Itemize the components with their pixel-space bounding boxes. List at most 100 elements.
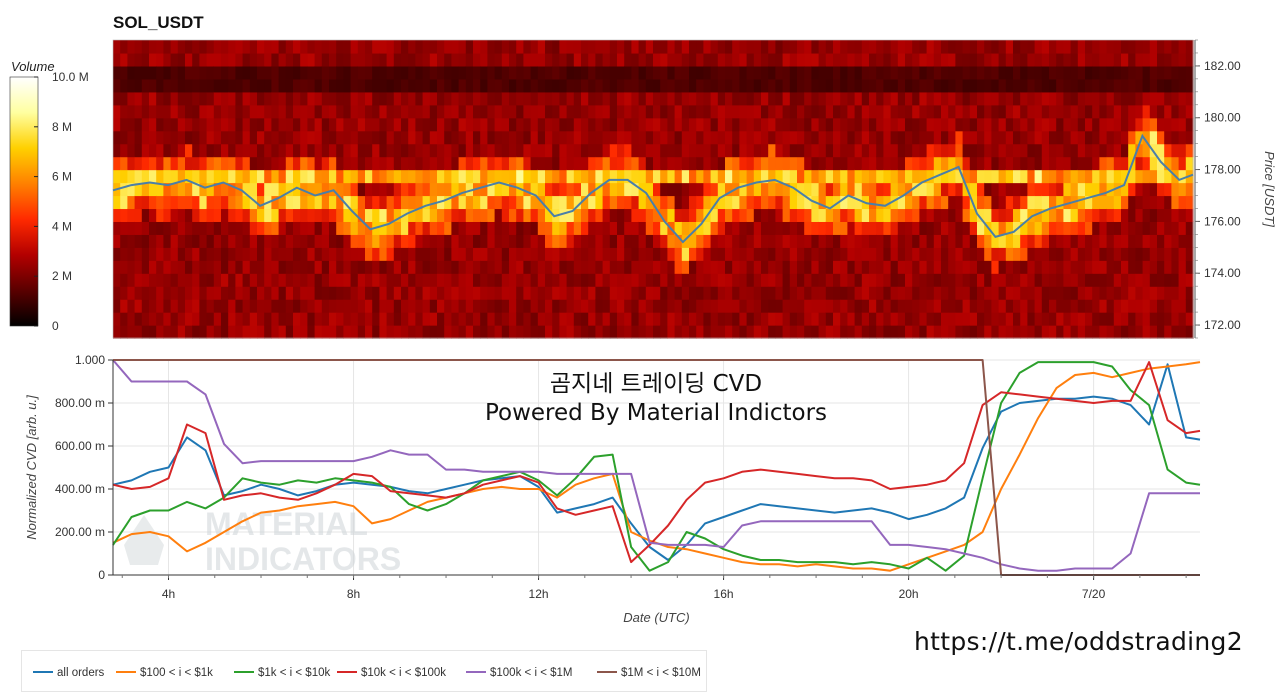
heatmap-cell [192, 221, 200, 235]
heatmap-cell [789, 91, 798, 106]
heatmap-cell [113, 325, 121, 339]
heatmap-cell [408, 65, 416, 80]
heatmap-cell [1092, 247, 1100, 261]
heatmap-cell [465, 273, 474, 287]
heatmap-cell [1135, 234, 1144, 248]
heatmap-cell [1164, 143, 1172, 158]
heatmap-cell [199, 143, 208, 158]
heatmap-cell [437, 65, 445, 80]
legend-swatch [234, 670, 254, 673]
heatmap-cell [537, 208, 546, 222]
heatmap-cell [480, 65, 488, 80]
heatmap-cell [883, 91, 892, 106]
heatmap-cell [825, 208, 834, 222]
heatmap-cell [833, 325, 841, 339]
heatmap-cell [1056, 247, 1064, 261]
heatmap-cell [192, 234, 200, 248]
legend-item[interactable]: $100 < i < $1k [116, 667, 213, 679]
heatmap-cell [861, 169, 870, 184]
heatmap-cell [1142, 273, 1151, 287]
heatmap-cell [458, 182, 467, 197]
heatmap-cell [1034, 273, 1043, 287]
heatmap-cell [818, 117, 827, 132]
heatmap-cell [602, 143, 611, 158]
heatmap-cell [278, 247, 287, 261]
heatmap-cell [480, 234, 488, 248]
heatmap-cell [120, 247, 128, 261]
heatmap-cell [1106, 104, 1115, 119]
heatmap-cell [818, 130, 827, 145]
heatmap-cell [285, 234, 294, 248]
heatmap-cell [581, 104, 589, 119]
heatmap-cell [552, 273, 560, 287]
heatmap-cell [393, 117, 402, 132]
heatmap-cell [278, 78, 287, 93]
heatmap-cell [753, 260, 762, 274]
heatmap-cell [257, 40, 265, 54]
heatmap-cell [1171, 312, 1180, 326]
heatmap-cell [602, 52, 611, 67]
heatmap-cell [991, 104, 1000, 119]
heatmap-cell [1099, 286, 1108, 300]
heatmap-cell [782, 169, 791, 184]
heatmap-cell [516, 78, 524, 93]
heatmap-cell [869, 286, 877, 300]
heatmap-cell [134, 312, 143, 326]
heatmap-cell [429, 182, 438, 197]
heatmap-cell [228, 91, 236, 106]
heatmap-cell [170, 312, 179, 326]
heatmap-cell [825, 299, 834, 313]
heatmap-cell [545, 143, 553, 158]
heatmap-cell [1013, 130, 1021, 145]
heatmap-cell [149, 312, 157, 326]
heatmap-cell [631, 65, 640, 80]
heatmap-cell [228, 52, 236, 67]
heatmap-cell [163, 117, 172, 132]
heatmap-cell [753, 221, 762, 235]
heatmap-cell [336, 299, 344, 313]
heatmap-cell [293, 130, 301, 145]
heatmap-cell [537, 169, 546, 184]
legend-item[interactable]: $1k < i < $10k [234, 667, 330, 679]
legend-item[interactable]: $1M < i < $10M [597, 667, 701, 679]
heatmap-cell [235, 260, 244, 274]
heatmap-cell [818, 312, 827, 326]
heatmap-cell [213, 143, 222, 158]
heatmap-cell [617, 221, 625, 235]
heatmap-cell [962, 208, 971, 222]
heatmap-cell [948, 325, 956, 339]
heatmap-cell [804, 104, 812, 119]
heatmap-cell [343, 247, 352, 261]
heatmap-cell [1113, 299, 1122, 313]
channel-link[interactable]: https://t.me/oddstrading2 [914, 627, 1243, 656]
heatmap-cell [379, 104, 388, 119]
heatmap-cell [811, 143, 820, 158]
heatmap-cell [1070, 117, 1079, 132]
legend-item[interactable]: all orders [33, 667, 104, 679]
heatmap-cell [1135, 286, 1144, 300]
legend-item[interactable]: $10k < i < $100k [337, 667, 446, 679]
heatmap-cell [228, 247, 236, 261]
heatmap-cell [948, 247, 956, 261]
heatmap-cell [689, 247, 697, 261]
legend-item[interactable]: $100k < i < $1M [466, 667, 572, 679]
heatmap-cell [768, 143, 776, 158]
heatmap-cell [782, 130, 791, 145]
heatmap-cell [703, 40, 712, 54]
heatmap-cell [228, 78, 236, 93]
heatmap-cell [509, 299, 517, 313]
heatmap-cell [602, 299, 611, 313]
heatmap-cell [588, 247, 596, 261]
heatmap-cell [876, 247, 884, 261]
heatmap-cell [336, 104, 344, 119]
heatmap-cell [833, 208, 841, 222]
heatmap-cell [408, 40, 416, 54]
heatmap-cell [725, 130, 733, 145]
heatmap-cell [897, 40, 906, 54]
heatmap-cell [473, 299, 481, 313]
heatmap-cell [264, 143, 272, 158]
heatmap-cell [905, 312, 913, 326]
heatmap-cell [581, 156, 589, 171]
heatmap-cell [343, 40, 352, 54]
heatmap-cell [285, 130, 294, 145]
